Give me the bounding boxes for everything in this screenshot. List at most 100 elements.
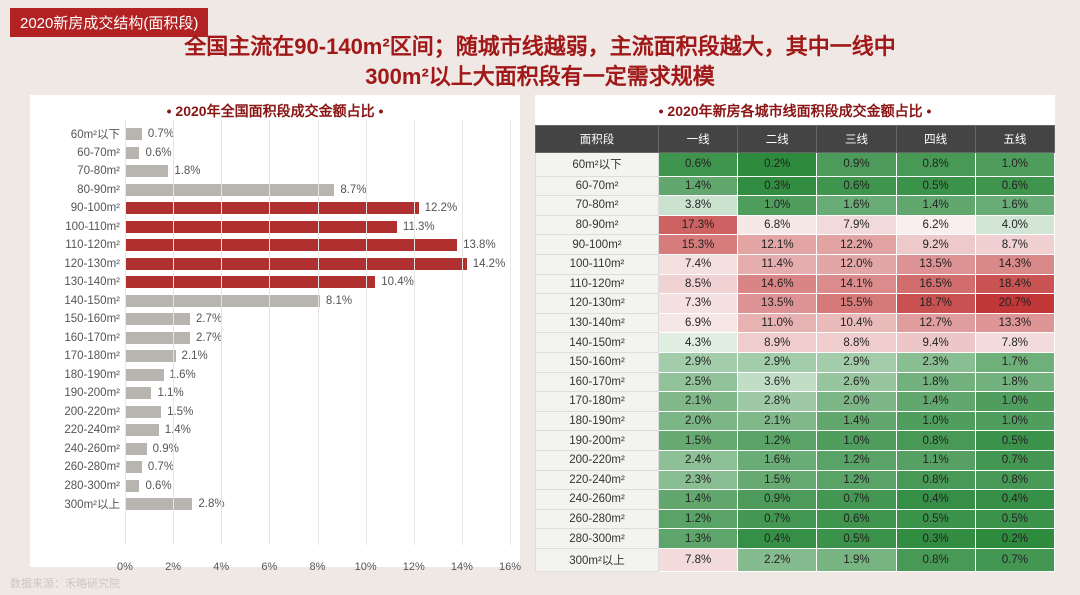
bar-fill <box>125 165 168 177</box>
heatmap-cell: 12.2% <box>817 235 896 255</box>
x-tick: 12% <box>403 561 425 573</box>
heatmap-cell: 0.7% <box>975 548 1054 572</box>
heatmap-cell: 7.8% <box>975 333 1054 353</box>
heatmap-cell: 20.7% <box>975 294 1054 314</box>
bar-fill <box>125 313 190 325</box>
heatmap-cell: 1.0% <box>975 392 1054 412</box>
heatmap-cell: 0.3% <box>896 529 975 549</box>
heatmap-cell: 9.4% <box>896 333 975 353</box>
heatmap-cell: 15.5% <box>817 294 896 314</box>
heatmap-cell: 3.6% <box>738 372 817 392</box>
heatmap-row-header: 220-240m² <box>536 470 659 490</box>
heatmap-cell: 2.3% <box>659 470 738 490</box>
heatmap-cell: 14.6% <box>738 274 817 294</box>
heatmap-cell: 15.3% <box>659 235 738 255</box>
heatmap-cell: 13.5% <box>896 254 975 274</box>
heatmap-cell: 0.8% <box>896 431 975 451</box>
table-row: 300m²以上7.8%2.2%1.9%0.8%0.7% <box>536 548 1055 572</box>
table-row: 110-120m²8.5%14.6%14.1%16.5%18.4% <box>536 274 1055 294</box>
bar-value-label: 1.4% <box>159 421 191 440</box>
heatmap-cell: 12.1% <box>738 235 817 255</box>
bar-value-label: 2.8% <box>192 495 224 514</box>
bar-category-label: 60m²以下 <box>40 126 120 142</box>
heatmap-cell: 0.5% <box>975 509 1054 529</box>
heatmap-cell: 0.7% <box>738 509 817 529</box>
heatmap-row-header: 150-160m² <box>536 352 659 372</box>
table-row: 80-90m²17.3%6.8%7.9%6.2%4.0% <box>536 215 1055 235</box>
bar-fill <box>125 480 139 492</box>
x-tick: 16% <box>499 561 521 573</box>
heatmap-cell: 2.1% <box>659 392 738 412</box>
heatmap-row-header: 280-300m² <box>536 529 659 549</box>
heatmap-row-header: 160-170m² <box>536 372 659 392</box>
heatmap-cell: 1.2% <box>738 431 817 451</box>
bar-fill <box>125 443 147 455</box>
heatmap-cell: 14.3% <box>975 254 1054 274</box>
heatmap-cell: 2.3% <box>896 352 975 372</box>
headline: 全国主流在90-140m²区间；随城市线越弱，主流面积段越大，其中一线中 300… <box>0 32 1080 91</box>
heatmap-row-header: 110-120m² <box>536 274 659 294</box>
heatmap-row-header: 60-70m² <box>536 176 659 196</box>
heatmap-cell: 8.7% <box>975 235 1054 255</box>
heatmap-cell: 0.8% <box>896 470 975 490</box>
heatmap-cell: 1.0% <box>896 411 975 431</box>
heatmap-cell: 3.8% <box>659 196 738 216</box>
bar-category-label: 220-240m² <box>40 424 120 436</box>
bar-category-label: 150-160m² <box>40 313 120 325</box>
table-row: 280-300m²1.3%0.4%0.5%0.3%0.2% <box>536 529 1055 549</box>
heatmap-row-header: 200-220m² <box>536 450 659 470</box>
bar-fill <box>125 295 320 307</box>
heatmap-cell: 13.5% <box>738 294 817 314</box>
heatmap-col-header: 面积段 <box>536 126 659 153</box>
bar-fill <box>125 184 334 196</box>
heatmap-cell: 1.1% <box>896 450 975 470</box>
heatmap-panel: 2020年新房各城市线面积段成交金额占比 面积段一线二线三线四线五线60m²以下… <box>535 95 1055 567</box>
heatmap-cell: 17.3% <box>659 215 738 235</box>
bar-category-label: 280-300m² <box>40 480 120 492</box>
heatmap-cell: 0.6% <box>975 176 1054 196</box>
bar-fill <box>125 369 164 381</box>
bar-category-label: 100-110m² <box>40 221 120 233</box>
heatmap-cell: 11.4% <box>738 254 817 274</box>
heatmap-cell: 1.2% <box>817 470 896 490</box>
x-tick: 4% <box>213 561 229 573</box>
bar-value-label: 0.7% <box>142 125 174 144</box>
heatmap-cell: 1.2% <box>817 450 896 470</box>
bar-fill <box>125 258 467 270</box>
heatmap-cell: 0.3% <box>738 176 817 196</box>
heatmap-cell: 0.4% <box>896 490 975 510</box>
heatmap-cell: 18.4% <box>975 274 1054 294</box>
table-row: 90-100m²15.3%12.1%12.2%9.2%8.7% <box>536 235 1055 255</box>
heatmap-cell: 0.6% <box>659 153 738 177</box>
heatmap-cell: 0.4% <box>975 490 1054 510</box>
bar-category-label: 120-130m² <box>40 258 120 270</box>
heatmap-row-header: 180-190m² <box>536 411 659 431</box>
table-row: 220-240m²2.3%1.5%1.2%0.8%0.8% <box>536 470 1055 490</box>
heatmap-col-header: 五线 <box>975 126 1054 153</box>
heatmap-cell: 7.8% <box>659 548 738 572</box>
heatmap-col-header: 一线 <box>659 126 738 153</box>
x-tick: 0% <box>117 561 133 573</box>
bar-chart-panel: 2020年全国面积段成交金额占比 60m²以下0.7%60-70m²0.6%70… <box>30 95 520 567</box>
heatmap-cell: 2.6% <box>817 372 896 392</box>
heatmap-row-header: 190-200m² <box>536 431 659 451</box>
heatmap-row-header: 260-280m² <box>536 509 659 529</box>
heatmap-cell: 1.7% <box>975 352 1054 372</box>
heatmap-title: 2020年新房各城市线面积段成交金额占比 <box>535 95 1055 125</box>
bar-fill <box>125 147 139 159</box>
x-tick: 2% <box>165 561 181 573</box>
table-row: 190-200m²1.5%1.2%1.0%0.8%0.5% <box>536 431 1055 451</box>
heatmap-cell: 2.2% <box>738 548 817 572</box>
heatmap-cell: 0.9% <box>817 153 896 177</box>
headline-line2: 300m²以上大面积段有一定需求规模 <box>0 62 1080 92</box>
bar-value-label: 1.5% <box>161 403 193 422</box>
heatmap-row-header: 70-80m² <box>536 196 659 216</box>
bar-value-label: 8.1% <box>320 292 352 311</box>
bar-category-label: 160-170m² <box>40 332 120 344</box>
table-row: 240-260m²1.4%0.9%0.7%0.4%0.4% <box>536 490 1055 510</box>
bar-value-label: 10.4% <box>375 273 414 292</box>
heatmap-cell: 4.3% <box>659 333 738 353</box>
bar-category-label: 180-190m² <box>40 369 120 381</box>
heatmap-cell: 1.4% <box>659 490 738 510</box>
heatmap-cell: 1.4% <box>896 392 975 412</box>
